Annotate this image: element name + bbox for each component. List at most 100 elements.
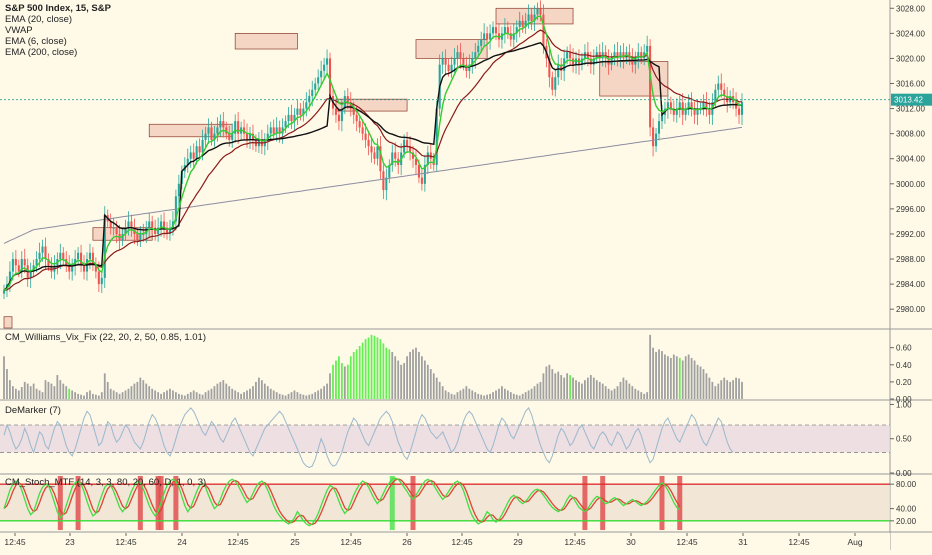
candle[interactable] [269, 127, 272, 134]
candle[interactable] [47, 259, 50, 266]
candle[interactable] [480, 39, 483, 46]
price-zone[interactable] [3, 316, 13, 329]
candle[interactable] [391, 152, 394, 165]
candle[interactable] [616, 52, 619, 59]
candle[interactable] [246, 133, 249, 140]
candle[interactable] [678, 102, 681, 109]
candle[interactable] [160, 221, 163, 228]
candle[interactable] [705, 102, 708, 109]
candle[interactable] [696, 108, 699, 115]
candle[interactable] [299, 108, 302, 115]
candle[interactable] [94, 265, 97, 272]
candle[interactable] [192, 152, 195, 159]
candle[interactable] [489, 33, 492, 40]
price-zone[interactable] [415, 39, 488, 59]
candle[interactable] [717, 83, 720, 90]
candle[interactable] [165, 227, 169, 234]
candle[interactable] [414, 158, 418, 165]
candle[interactable] [361, 127, 364, 134]
candle[interactable] [740, 102, 744, 115]
candle[interactable] [551, 77, 554, 90]
candle[interactable] [115, 227, 118, 234]
candle[interactable] [17, 265, 20, 272]
candle[interactable] [328, 58, 332, 97]
candle[interactable] [483, 33, 486, 40]
legend-ema200[interactable]: EMA (200, close) [5, 47, 78, 58]
candle[interactable] [213, 133, 216, 140]
candle[interactable] [666, 102, 669, 109]
candle[interactable] [314, 83, 317, 90]
candle[interactable] [127, 221, 130, 228]
candle[interactable] [613, 52, 616, 59]
candle[interactable] [604, 52, 607, 59]
candle[interactable] [346, 96, 349, 103]
candle[interactable] [148, 221, 151, 228]
candle[interactable] [50, 265, 53, 272]
candle[interactable] [204, 133, 207, 140]
candle[interactable] [518, 20, 521, 28]
candle[interactable] [302, 108, 305, 115]
candle[interactable] [320, 70, 323, 78]
candle[interactable] [207, 127, 210, 134]
candle[interactable] [637, 52, 640, 59]
candle[interactable] [219, 121, 222, 128]
candle[interactable] [509, 33, 512, 40]
candle[interactable] [394, 152, 397, 159]
candle[interactable] [524, 20, 527, 28]
legend-vwap[interactable]: VWAP [5, 25, 33, 36]
candle[interactable] [2, 290, 6, 294]
candle[interactable] [690, 102, 693, 109]
candle[interactable] [385, 177, 388, 191]
candle[interactable] [669, 102, 672, 109]
candle[interactable] [708, 108, 711, 115]
stoch-pane-label[interactable]: CM_Stoch_MTF (14, 3, 3, 80, 20, 60, D, 1… [5, 477, 207, 488]
candle[interactable] [38, 252, 41, 260]
candle[interactable] [231, 133, 234, 140]
candle[interactable] [447, 64, 450, 71]
candle[interactable] [388, 165, 391, 178]
candle[interactable] [657, 121, 661, 134]
candle[interactable] [355, 114, 358, 122]
candle[interactable] [557, 64, 560, 78]
candle[interactable] [574, 58, 578, 65]
candle[interactable] [71, 265, 74, 272]
price-zone[interactable] [335, 98, 408, 112]
candle[interactable] [364, 133, 367, 140]
candle[interactable] [649, 45, 652, 128]
candle[interactable] [521, 20, 524, 28]
candle[interactable] [112, 227, 115, 229]
candle[interactable] [91, 252, 94, 266]
candle[interactable] [379, 146, 382, 172]
candle[interactable] [334, 108, 337, 115]
candle[interactable] [435, 108, 438, 165]
candle[interactable] [628, 52, 631, 59]
candle[interactable] [88, 252, 91, 260]
candle[interactable] [340, 108, 343, 122]
candle[interactable] [714, 89, 717, 103]
candle[interactable] [311, 89, 314, 97]
candle[interactable] [598, 52, 601, 59]
candle[interactable] [512, 33, 515, 40]
candle[interactable] [530, 14, 533, 21]
candle[interactable] [622, 52, 625, 59]
candle[interactable] [453, 58, 456, 65]
candle[interactable] [198, 146, 201, 153]
candle[interactable] [225, 127, 228, 134]
candle[interactable] [652, 127, 655, 147]
candle[interactable] [100, 277, 103, 285]
candle[interactable] [569, 52, 572, 59]
candle[interactable] [228, 133, 231, 140]
candle[interactable] [420, 177, 423, 184]
candle[interactable] [506, 27, 509, 34]
candle[interactable] [186, 158, 189, 165]
candle[interactable] [423, 165, 426, 184]
candle[interactable] [687, 102, 690, 109]
candle[interactable] [68, 265, 71, 272]
candle[interactable] [23, 259, 26, 266]
candle[interactable] [693, 108, 696, 115]
candle[interactable] [130, 221, 133, 228]
candle[interactable] [139, 233, 142, 241]
candle[interactable] [592, 58, 595, 65]
candle[interactable] [216, 127, 219, 134]
candle[interactable] [566, 52, 569, 59]
